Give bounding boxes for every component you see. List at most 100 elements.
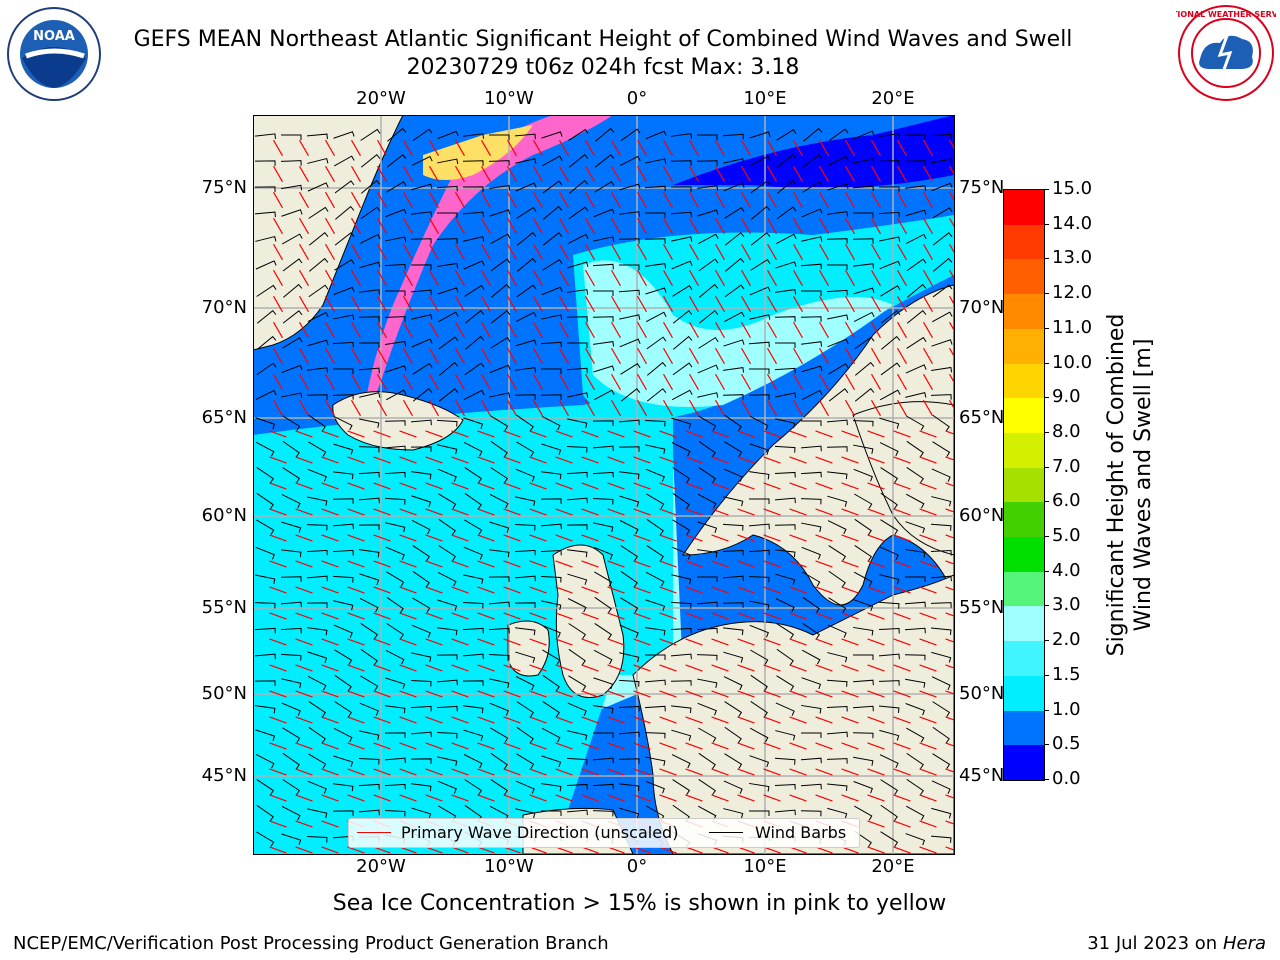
wave-direction-arrow bbox=[347, 430, 365, 438]
lat-left-label: 55°N bbox=[201, 597, 247, 618]
wind-barb bbox=[541, 471, 562, 480]
wave-direction-arrow bbox=[711, 742, 729, 750]
wave-direction-arrow bbox=[451, 664, 469, 672]
wave-direction-arrow bbox=[789, 612, 807, 620]
wind-barb bbox=[827, 183, 849, 191]
wave-direction-arrow bbox=[295, 716, 313, 724]
wave-direction-arrow bbox=[740, 399, 752, 417]
wave-direction-arrow bbox=[477, 664, 495, 672]
wind-barb bbox=[930, 523, 952, 531]
wind-barb bbox=[463, 133, 485, 139]
colorbar-tick-label: 12.0 bbox=[1052, 282, 1093, 304]
wind-barb bbox=[488, 654, 510, 661]
wind-barb bbox=[412, 570, 430, 588]
wind-barb bbox=[826, 783, 848, 791]
wave-direction-arrow bbox=[763, 612, 781, 620]
wind-barb bbox=[255, 705, 276, 714]
wind-barb bbox=[385, 546, 405, 560]
wind-barb bbox=[853, 781, 874, 794]
wave-direction-arrow bbox=[919, 534, 937, 542]
wave-direction-arrow bbox=[402, 321, 414, 339]
wind-barb bbox=[411, 338, 433, 348]
colorbar-tick-mark bbox=[1044, 536, 1049, 538]
wind-barb bbox=[282, 752, 300, 770]
wind-barb bbox=[463, 236, 485, 242]
wind-barb bbox=[360, 179, 381, 194]
wave-direction-arrow bbox=[269, 508, 287, 516]
wind-barb bbox=[828, 597, 847, 613]
wave-direction-arrow bbox=[373, 768, 391, 776]
wind-barb bbox=[644, 705, 666, 712]
wave-direction-arrow bbox=[740, 321, 752, 339]
wave-direction-arrow bbox=[503, 768, 521, 776]
wind-barb bbox=[723, 311, 745, 323]
wave-direction-arrow bbox=[376, 399, 388, 417]
wind-barb bbox=[852, 732, 874, 739]
wind-barb bbox=[698, 258, 719, 272]
wave-direction-arrow bbox=[532, 321, 544, 339]
wave-direction-arrow bbox=[688, 191, 700, 209]
wave-direction-arrow bbox=[737, 534, 755, 542]
wind-barb bbox=[437, 599, 458, 611]
lon-top-label: 0° bbox=[626, 88, 648, 109]
wind-barb bbox=[932, 284, 953, 298]
wind-barb bbox=[307, 367, 329, 373]
wind-barb bbox=[931, 182, 953, 192]
wind-barb bbox=[307, 182, 329, 192]
colorbar-tick-mark bbox=[1044, 189, 1049, 190]
wind-barb bbox=[644, 732, 666, 739]
wind-barb bbox=[463, 389, 485, 401]
wave-direction-arrow bbox=[763, 742, 781, 750]
wind-barb bbox=[749, 600, 770, 610]
wave-direction-arrow bbox=[870, 399, 882, 417]
wind-barb bbox=[436, 238, 458, 244]
wind-barb bbox=[801, 677, 822, 690]
wind-barb bbox=[410, 289, 432, 296]
wind-barb bbox=[515, 158, 537, 164]
wave-direction-arrow bbox=[867, 456, 885, 464]
wind-barb bbox=[567, 289, 589, 295]
wind-barb bbox=[566, 471, 588, 478]
wind-barb bbox=[566, 342, 588, 348]
wind-barb bbox=[906, 727, 925, 743]
wind-barb bbox=[488, 601, 510, 608]
lat-right-label: 60°N bbox=[959, 505, 1005, 526]
wave-direction-arrow bbox=[321, 456, 339, 464]
wave-direction-arrow bbox=[945, 846, 954, 851]
wind-barb bbox=[385, 522, 406, 533]
wind-barb bbox=[464, 492, 482, 510]
wind-barb bbox=[333, 314, 355, 321]
wind-barb bbox=[697, 549, 718, 558]
wave-direction-arrow bbox=[737, 664, 755, 672]
wind-barb bbox=[828, 545, 847, 561]
wave-direction-arrow bbox=[295, 456, 313, 464]
wind-barb bbox=[932, 441, 951, 457]
wind-barb bbox=[254, 680, 276, 686]
wind-barb bbox=[619, 783, 640, 792]
wave-direction-arrow bbox=[532, 373, 544, 391]
wave-direction-arrow bbox=[763, 482, 781, 490]
wind-barb bbox=[774, 809, 796, 816]
wind-barb bbox=[775, 730, 796, 741]
wave-direction-arrow bbox=[792, 321, 804, 339]
wave-direction-arrow bbox=[896, 165, 908, 183]
wind-barb bbox=[906, 310, 927, 324]
wind-barb bbox=[775, 233, 797, 245]
wave-direction-arrow bbox=[373, 430, 391, 438]
wind-barb bbox=[307, 339, 329, 347]
wave-direction-arrow bbox=[685, 794, 703, 802]
wave-direction-arrow bbox=[893, 742, 911, 750]
wave-direction-arrow bbox=[841, 482, 859, 490]
wind-barb bbox=[748, 810, 770, 817]
colorbar-cell bbox=[1004, 224, 1044, 260]
wind-barb bbox=[672, 519, 691, 535]
colorbar-tick-mark bbox=[1044, 327, 1049, 329]
wind-barb bbox=[281, 184, 303, 191]
wave-direction-arrow bbox=[636, 243, 648, 261]
wave-direction-arrow bbox=[844, 373, 856, 391]
wind-barb bbox=[854, 830, 872, 848]
wind-barb bbox=[541, 131, 563, 139]
wave-direction-arrow bbox=[737, 612, 755, 620]
wave-direction-arrow bbox=[818, 217, 830, 235]
wind-barb bbox=[412, 545, 431, 561]
